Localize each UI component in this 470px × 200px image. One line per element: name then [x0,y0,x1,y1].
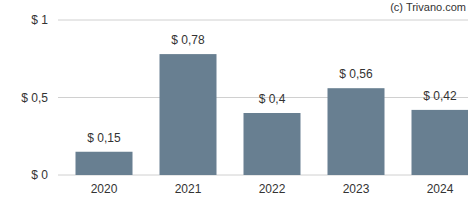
chart-container: $ 0 $ 0,5 $ 1 $ 0,15 $ 0,78 $ 0,4 $ 0,56 $ 0,42… [0,0,470,200]
bar [160,54,217,175]
chart-svg: $ 0 $ 0,5 $ 1 $ 0,15 $ 0,78 $ 0,4 $ 0,56 $ 0,42… [0,0,470,200]
x-tick-label: 2022 [259,182,286,196]
bar [244,113,301,175]
y-tick-label: $ 0 [31,168,48,182]
bars [76,54,469,175]
data-label: $ 0,78 [171,33,205,47]
data-label: $ 0,56 [339,67,373,81]
data-label: $ 0,15 [87,131,121,145]
data-label: $ 0,4 [259,92,286,106]
x-tick-label: 2021 [175,182,202,196]
bar [76,152,133,175]
y-tick-label: $ 1 [31,13,48,27]
grid-line [58,20,468,21]
x-tick-label: 2023 [343,182,370,196]
bar [328,88,385,175]
x-tick-label: 2020 [91,182,118,196]
bar [412,110,469,175]
x-tick-label: 2024 [427,182,454,196]
y-tick-label: $ 0,5 [21,91,48,105]
credit: (c) Trivano.com [390,1,466,13]
data-label: $ 0,42 [423,89,457,103]
